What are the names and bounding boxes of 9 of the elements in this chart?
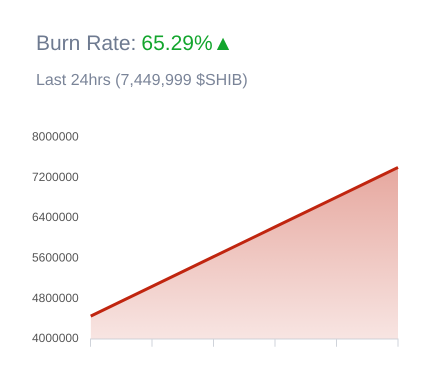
y-tick-label: 8000000 (32, 130, 80, 144)
y-tick-label: 4800000 (32, 290, 80, 305)
y-tick-label: 4000000 (32, 331, 80, 346)
y-tick-label: 5600000 (32, 250, 80, 264)
y-tick-label: 6400000 (32, 210, 80, 224)
text: 65.29%▲ (141, 32, 234, 55)
chart-subtitle: Last 24hrs (7,449,999 $SHIB) (36, 72, 248, 90)
y-tick-label: 7200000 (32, 170, 80, 184)
chart-title: Burn Rate: (36, 32, 136, 55)
